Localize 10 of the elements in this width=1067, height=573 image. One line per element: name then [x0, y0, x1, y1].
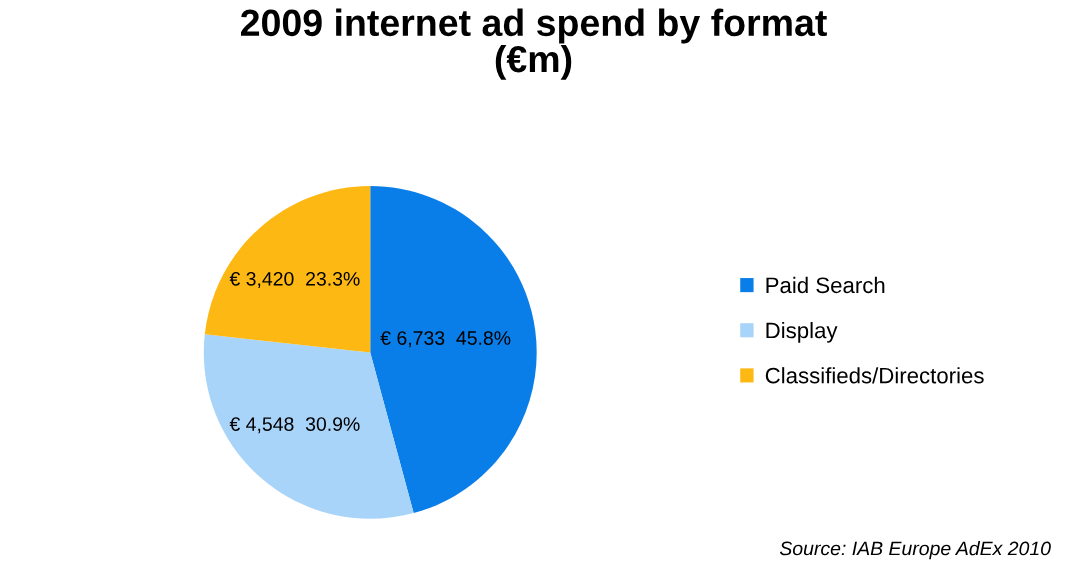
pie-slice: [204, 185, 371, 353]
data-label: € 3,420 23.3%: [229, 271, 360, 289]
legend-label: Classifieds/Directories: [765, 367, 984, 384]
data-label: € 6,733 45.8%: [380, 331, 511, 348]
chart-title: 2009 internet ad spend by format (€m): [240, 8, 827, 80]
source-note: Source: IAB Europe AdEx 2010: [779, 541, 1051, 560]
legend-label: Display: [766, 321, 838, 343]
pie-slice: [370, 185, 537, 514]
legend-label: Paid Search: [766, 276, 885, 294]
data-label: € 4,548 30.9%: [229, 417, 360, 434]
